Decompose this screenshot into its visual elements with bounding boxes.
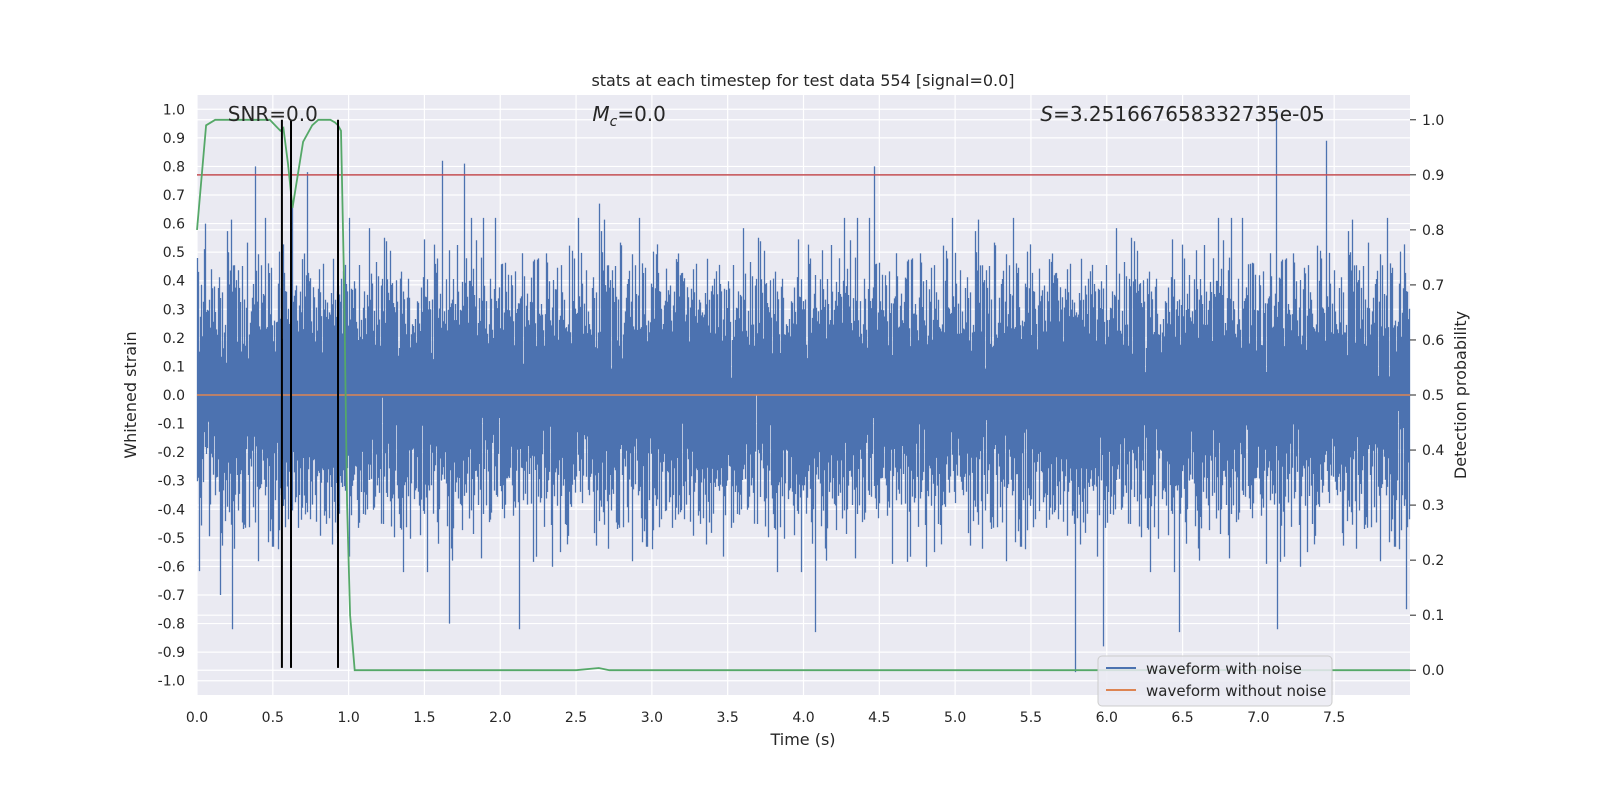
y-tick-label: -0.2 xyxy=(158,445,185,461)
legend-label-clean: waveform without noise xyxy=(1146,682,1326,700)
y2-axis-label: Detection probability xyxy=(1451,311,1470,479)
y-tick-label: -0.4 xyxy=(158,502,185,518)
annotations: SNR=0.0 Mc=0.0 S=3.251667658332735e-05 xyxy=(228,102,1325,130)
y2-tick-label: 0.4 xyxy=(1422,443,1444,459)
y-tick-label: -0.1 xyxy=(158,417,185,433)
series-line-detection-probability xyxy=(196,118,1410,672)
series-layer xyxy=(196,109,1411,673)
x-tick-label: 5.0 xyxy=(944,710,966,726)
y2-tick-label: 0.0 xyxy=(1422,663,1444,679)
series-line-waveform-with-noise xyxy=(196,109,1411,673)
x-tick-label: 1.0 xyxy=(337,710,359,726)
y-tick-label: 0.7 xyxy=(163,188,185,204)
x-tick-label: 0.0 xyxy=(186,710,208,726)
x-tick-label: 4.5 xyxy=(868,710,890,726)
legend-box xyxy=(1097,655,1333,707)
y-tick-label: 0.9 xyxy=(163,131,185,147)
annotation-0: SNR=0.0 xyxy=(228,102,318,126)
annotation-2: S=3.251667658332735e-05 xyxy=(1040,102,1324,126)
plot-area xyxy=(196,109,1411,673)
x-tick-label: 4.0 xyxy=(792,710,814,726)
y2-tick-label: 0.8 xyxy=(1422,223,1444,239)
x-tick-label: 6.0 xyxy=(1096,710,1118,726)
y-tick-label: 0.8 xyxy=(163,159,185,175)
x-tick-label: 7.0 xyxy=(1247,710,1269,726)
y2-tick-label: 0.7 xyxy=(1422,278,1444,294)
y-tick-label: 0.4 xyxy=(163,274,185,290)
x-tick-label: 5.5 xyxy=(1020,710,1042,726)
y-tick-label: 0.5 xyxy=(163,245,185,261)
x-axis-ticks: 0.0 0.5 1.0 1.5 2.0 2.5 3.0 3.5 4.0 4.5 5.0 5.5 6.0 6… xyxy=(186,710,1345,726)
legend: waveform with noise waveform without noi… xyxy=(1097,655,1333,707)
x-tick-label: 2.0 xyxy=(489,710,511,726)
x-tick-label: 3.0 xyxy=(641,710,663,726)
legend-label-noise: waveform with noise xyxy=(1146,660,1302,678)
y-tick-label: 0.6 xyxy=(163,217,185,233)
y2-axis-ticks: 1.0 0.9 0.8 0.7 0.6 0.5 0.4 0.3 0.2 0.1 0.0 xyxy=(1410,113,1444,679)
y-tick-label: -0.6 xyxy=(158,559,185,575)
x-tick-label: 2.5 xyxy=(565,710,587,726)
y2-tick-label: 0.2 xyxy=(1422,553,1444,569)
annotation-1: Mc=0.0 xyxy=(592,102,666,130)
y2-tick-label: 0.1 xyxy=(1422,608,1444,624)
y-tick-label: 0.2 xyxy=(163,331,185,347)
y2-tick-label: 0.3 xyxy=(1422,498,1444,514)
y2-tick-label: 0.9 xyxy=(1422,168,1444,184)
y-tick-label: -0.7 xyxy=(158,588,185,604)
x-tick-label: 1.5 xyxy=(413,710,435,726)
x-tick-label: 7.5 xyxy=(1323,710,1345,726)
y-tick-label: -1.0 xyxy=(158,674,185,690)
y2-tick-label: 0.5 xyxy=(1422,388,1444,404)
y-tick-label: -0.3 xyxy=(158,474,185,490)
y-tick-label: -0.5 xyxy=(158,531,185,547)
y-tick-label: 0.1 xyxy=(163,359,185,375)
x-tick-label: 3.5 xyxy=(717,710,739,726)
y-tick-label: -0.8 xyxy=(158,617,185,633)
y-axis-label: Whitened strain xyxy=(121,331,140,458)
y-axis-ticks: 1.0 0.9 0.8 0.7 0.6 0.5 0.4 0.3 0.2 0.1 0.0 -0.1 -0.… xyxy=(158,102,185,689)
y-tick-label: 1.0 xyxy=(163,102,185,118)
x-axis-label: Time (s) xyxy=(769,730,835,749)
x-tick-label: 6.5 xyxy=(1171,710,1193,726)
y2-tick-label: 0.6 xyxy=(1422,333,1444,349)
chart-title: stats at each timestep for test data 554… xyxy=(591,71,1014,90)
y-tick-label: -0.9 xyxy=(158,645,185,661)
y2-tick-label: 1.0 xyxy=(1422,113,1444,129)
y-tick-label: 0.0 xyxy=(163,388,185,404)
x-tick-label: 0.5 xyxy=(262,710,284,726)
y-tick-label: 0.3 xyxy=(163,302,185,318)
